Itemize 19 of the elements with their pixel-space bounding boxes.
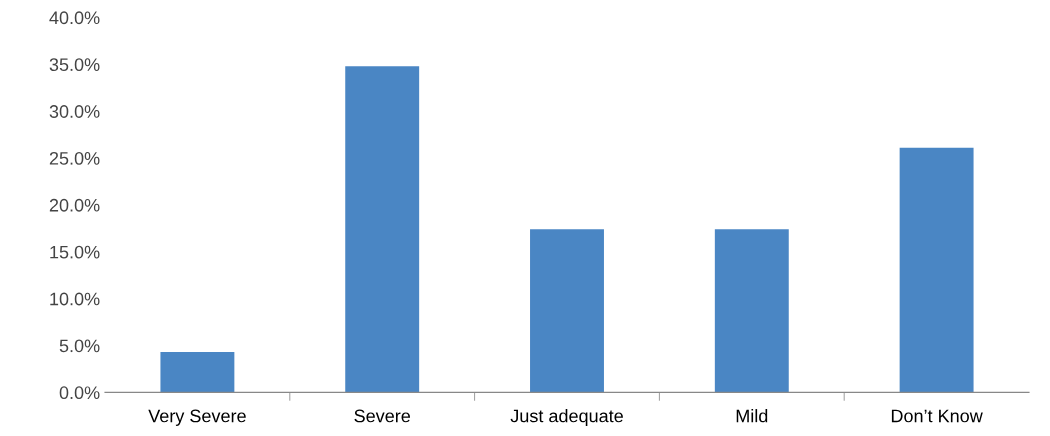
x-tick-label: Very Severe (148, 409, 246, 426)
y-tick-label: 0.0% (59, 386, 100, 400)
y-tick-label: 5.0% (59, 339, 100, 353)
y-tick-label: 15.0% (50, 245, 100, 259)
bar (160, 352, 235, 393)
bar (530, 229, 604, 393)
bar (714, 229, 789, 393)
y-tick-label: 10.0% (50, 292, 100, 306)
bar (345, 66, 420, 393)
x-tick-label: Just adequate (510, 409, 623, 426)
y-tick-label: 25.0% (49, 151, 100, 165)
y-tick-label: 30.0% (49, 105, 100, 118)
y-tick-label: 40.0% (49, 11, 100, 25)
x-tick-label: Don’t Know (891, 409, 983, 423)
bar (899, 147, 974, 393)
x-tick-label: Mild (736, 409, 768, 423)
y-tick-label: 20.0% (49, 198, 100, 212)
x-tick-label: Severe (354, 409, 410, 423)
y-tick-label: 35.0% (49, 58, 100, 72)
